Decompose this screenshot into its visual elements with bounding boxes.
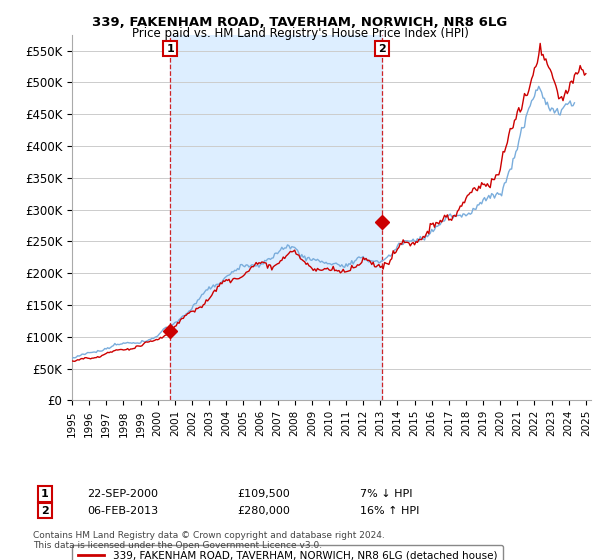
- Text: 22-SEP-2000: 22-SEP-2000: [87, 489, 158, 499]
- Bar: [170, 35, 382, 400]
- Text: 1: 1: [166, 44, 174, 54]
- Text: Price paid vs. HM Land Registry's House Price Index (HPI): Price paid vs. HM Land Registry's House …: [131, 27, 469, 40]
- Text: 16% ↑ HPI: 16% ↑ HPI: [360, 506, 419, 516]
- Text: 2: 2: [41, 506, 49, 516]
- Text: 7% ↓ HPI: 7% ↓ HPI: [360, 489, 413, 499]
- Text: 1: 1: [41, 489, 49, 499]
- Text: £109,500: £109,500: [237, 489, 290, 499]
- Text: Contains HM Land Registry data © Crown copyright and database right 2024.
This d: Contains HM Land Registry data © Crown c…: [33, 531, 385, 550]
- Text: 2: 2: [378, 44, 386, 54]
- Text: £280,000: £280,000: [237, 506, 290, 516]
- Legend: 339, FAKENHAM ROAD, TAVERHAM, NORWICH, NR8 6LG (detached house), HPI: Average pr: 339, FAKENHAM ROAD, TAVERHAM, NORWICH, N…: [72, 544, 503, 560]
- Text: 06-FEB-2013: 06-FEB-2013: [87, 506, 158, 516]
- Text: 339, FAKENHAM ROAD, TAVERHAM, NORWICH, NR8 6LG: 339, FAKENHAM ROAD, TAVERHAM, NORWICH, N…: [92, 16, 508, 29]
